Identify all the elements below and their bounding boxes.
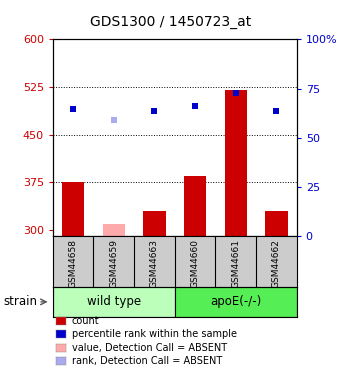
Text: percentile rank within the sample: percentile rank within the sample <box>72 329 237 339</box>
Text: GSM44663: GSM44663 <box>150 239 159 288</box>
Text: count: count <box>72 316 99 326</box>
Text: rank, Detection Call = ABSENT: rank, Detection Call = ABSENT <box>72 356 222 366</box>
Bar <box>175 287 297 317</box>
Text: GSM44661: GSM44661 <box>231 239 240 288</box>
Bar <box>62 182 84 236</box>
Bar <box>224 90 247 236</box>
Bar <box>143 211 166 236</box>
Text: GSM44660: GSM44660 <box>191 239 199 288</box>
Text: value, Detection Call = ABSENT: value, Detection Call = ABSENT <box>72 343 227 352</box>
Bar <box>103 224 125 236</box>
Bar <box>53 287 175 317</box>
Text: GSM44659: GSM44659 <box>109 239 118 288</box>
Text: GDS1300 / 1450723_at: GDS1300 / 1450723_at <box>90 15 251 29</box>
Text: GSM44662: GSM44662 <box>272 239 281 288</box>
Bar <box>184 176 206 236</box>
Text: strain: strain <box>3 296 38 308</box>
Text: wild type: wild type <box>87 296 141 308</box>
Bar <box>265 211 287 236</box>
Text: GSM44658: GSM44658 <box>69 239 78 288</box>
Text: apoE(-/-): apoE(-/-) <box>210 296 261 308</box>
